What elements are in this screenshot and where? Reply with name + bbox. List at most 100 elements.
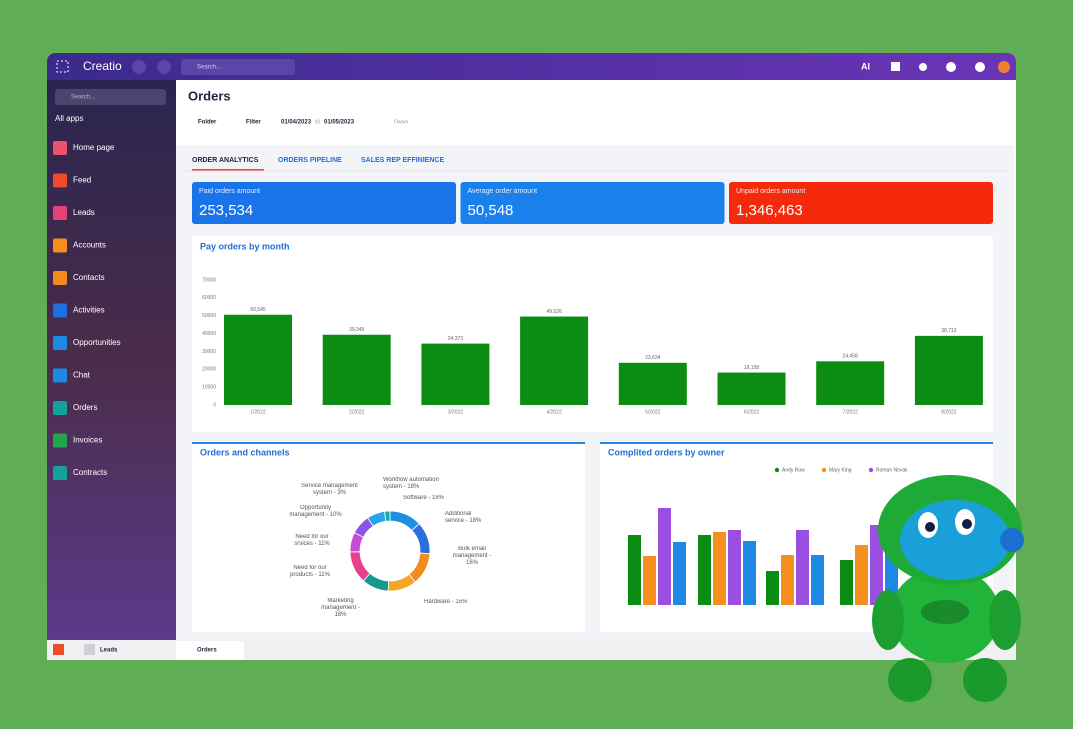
nav-item[interactable]: Leads	[73, 208, 95, 217]
y-tick-label: 70000	[202, 277, 216, 283]
task-tab[interactable]	[176, 641, 244, 660]
tab-underline	[192, 169, 264, 171]
bar	[224, 314, 292, 405]
nav-item[interactable]: Chat	[73, 371, 91, 380]
bar	[914, 335, 983, 405]
robot-pupil	[925, 522, 935, 532]
add-button[interactable]	[157, 60, 171, 74]
filter-date-to[interactable]: 01/05/2023	[324, 120, 355, 126]
task-icon	[53, 644, 64, 655]
data-label: 38,712	[941, 328, 957, 334]
x-tick-label: 2/2022	[349, 409, 365, 415]
data-label: 23,634	[645, 355, 661, 361]
apps-selector[interactable]: All apps	[55, 114, 83, 123]
task-icon	[84, 644, 95, 655]
nav-item[interactable]: Feed	[73, 176, 91, 185]
apps-icon[interactable]	[891, 62, 900, 71]
x-tick-label: 7/2022	[843, 409, 859, 415]
x-tick-label: 8/2022	[941, 409, 957, 415]
data-label: 34,373	[448, 336, 464, 342]
x-tick-label: 5/2022	[645, 409, 661, 415]
robot-arm	[872, 590, 904, 650]
legend-label: Mary King	[829, 467, 852, 473]
chart-title: Complited orders by owner	[608, 447, 725, 457]
kpi-card	[729, 182, 993, 224]
bar	[811, 555, 824, 605]
segment-label-box: Service management system - 3%	[301, 483, 358, 496]
menu-icon[interactable]	[56, 60, 69, 73]
tab[interactable]: SALES REP EFFINIENCE	[361, 157, 444, 164]
topbar-fill	[47, 72, 1016, 80]
panel-accent	[192, 442, 585, 444]
search-placeholder[interactable]: Search...	[197, 65, 221, 71]
y-tick-label: 30000	[202, 349, 216, 355]
nav-item[interactable]: Home page	[73, 143, 115, 152]
bar	[698, 535, 711, 605]
y-tick-label: 0	[213, 402, 216, 408]
ai-button[interactable]: AI	[861, 61, 870, 71]
run-button[interactable]	[132, 60, 146, 74]
bar	[870, 525, 883, 605]
filter-filter[interactable]: Filter	[246, 120, 261, 126]
bar	[628, 535, 641, 605]
bar	[658, 508, 671, 605]
kpi-card	[192, 182, 456, 224]
task-label[interactable]: Orders	[197, 648, 217, 654]
nav-item[interactable]: Opportunities	[73, 338, 121, 347]
panel	[192, 442, 585, 632]
filter-date-sep[interactable]: till	[315, 119, 320, 125]
filter-date-from[interactable]: 01/04/2023	[281, 120, 312, 126]
robot-pupil	[962, 519, 972, 529]
nav-item[interactable]: Activities	[73, 306, 105, 315]
kpi-value: 1,346,463	[736, 202, 803, 219]
kpi-value: 253,534	[199, 202, 253, 219]
nav-item[interactable]: Contracts	[73, 468, 107, 477]
sidebar	[47, 80, 176, 640]
segment-label-box: Need for our products - 11%	[290, 565, 330, 578]
robot-ear	[1000, 528, 1024, 552]
nav-icon	[53, 401, 67, 415]
kpi-card	[460, 182, 725, 224]
top-search[interactable]	[181, 59, 295, 75]
data-label: 49,526	[546, 309, 562, 315]
legend-swatch	[774, 467, 780, 473]
segment-label-box: Workflow automation system - 18%	[383, 477, 439, 490]
segment-label-box: Opportunity management - 10%	[289, 505, 341, 518]
nav-item[interactable]: Orders	[73, 403, 97, 412]
help-icon[interactable]	[946, 62, 956, 72]
page-title: Orders	[188, 88, 231, 103]
filter-folder[interactable]: Folder	[198, 120, 217, 126]
segment-label: Hardware - 15%	[424, 599, 468, 605]
nav-item[interactable]: Invoices	[73, 436, 102, 445]
side-search[interactable]	[55, 89, 166, 105]
segment-label: Need for our srvices - 11%	[294, 534, 330, 547]
legend-label: Roman Novak	[876, 467, 908, 473]
segment-label: Workflow automation system - 18%	[383, 477, 439, 490]
y-tick-label: 60000	[202, 295, 216, 301]
legend-swatch	[868, 467, 874, 473]
bar	[796, 530, 809, 605]
donut-segment	[384, 510, 391, 522]
brand: Creatio	[83, 59, 122, 73]
task-label[interactable]: Leads	[100, 648, 118, 654]
nav-item[interactable]: Contacts	[73, 273, 105, 282]
bar	[766, 571, 779, 605]
nav-item[interactable]: Accounts	[73, 241, 106, 250]
y-tick-label: 50000	[202, 313, 216, 319]
settings-icon[interactable]	[975, 62, 985, 72]
notifications-icon[interactable]	[919, 63, 927, 71]
segment-label-box: Software - 18%	[403, 495, 445, 501]
filter-owner[interactable]: Owner	[394, 119, 409, 125]
tab[interactable]: ORDER ANALYTICS	[192, 157, 259, 164]
nav-icon	[53, 141, 67, 155]
robot-arm	[989, 590, 1021, 650]
avatar[interactable]	[998, 61, 1010, 73]
segment-label: Marketing management - 18%	[321, 598, 360, 618]
kpi-label: Paid orders amount	[199, 188, 260, 195]
robot-face	[900, 500, 1010, 580]
tab[interactable]: ORDERS PIPELINE	[278, 157, 342, 164]
search-placeholder[interactable]: Search...	[71, 95, 95, 101]
segment-label: Software - 18%	[403, 495, 445, 501]
kpi-value: 50,548	[468, 202, 514, 219]
